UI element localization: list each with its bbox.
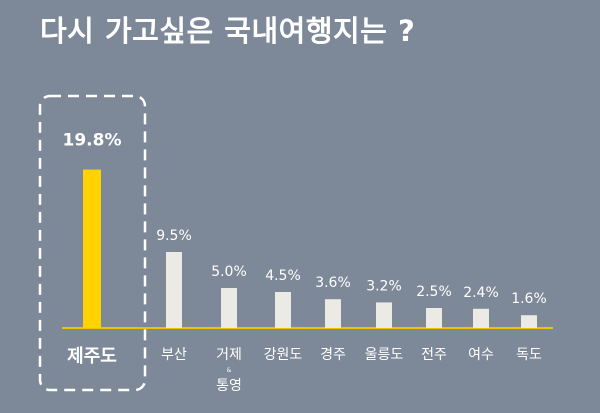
bar [221, 288, 237, 328]
category-label: 여수 [468, 347, 494, 363]
bar [166, 252, 182, 328]
category-label: 강원도 [264, 347, 303, 363]
chart-title: 다시 가고싶은 국내여행지는 ? [40, 14, 416, 48]
bars-group: 19.8% 제주도 9.5% 부산 5.0% 거제 & 통영 4.5% 강원도 3.6% 경주 3.2%… [63, 131, 547, 394]
bar-value-label: 2.5% [416, 284, 452, 300]
bar-value-label: 19.8% [63, 131, 122, 151]
bar [376, 302, 392, 328]
category-label: 독도 [516, 347, 542, 363]
category-label: 경주 [320, 347, 346, 363]
bar-value-label: 1.6% [511, 291, 547, 307]
bar [426, 308, 442, 328]
bar-value-label: 2.4% [463, 285, 499, 301]
category-label: & [227, 367, 232, 374]
category-label: 거제 [216, 347, 242, 363]
bar [275, 292, 291, 328]
category-label: 제주도 [67, 346, 117, 367]
category-label: 전주 [421, 347, 447, 363]
bar [325, 299, 341, 328]
bar-value-label: 5.0% [211, 264, 247, 280]
bar [521, 315, 537, 328]
bar [83, 169, 101, 328]
category-label: 울릉도 [365, 347, 404, 363]
bar-value-label: 9.5% [156, 228, 192, 244]
bar [473, 308, 489, 328]
bar-value-label: 3.2% [366, 278, 402, 294]
category-label: 통영 [216, 378, 242, 394]
category-label: 부산 [161, 347, 187, 363]
bar-value-label: 4.5% [265, 268, 301, 284]
highlight-box [38, 94, 147, 392]
bar-value-label: 3.6% [315, 275, 351, 291]
